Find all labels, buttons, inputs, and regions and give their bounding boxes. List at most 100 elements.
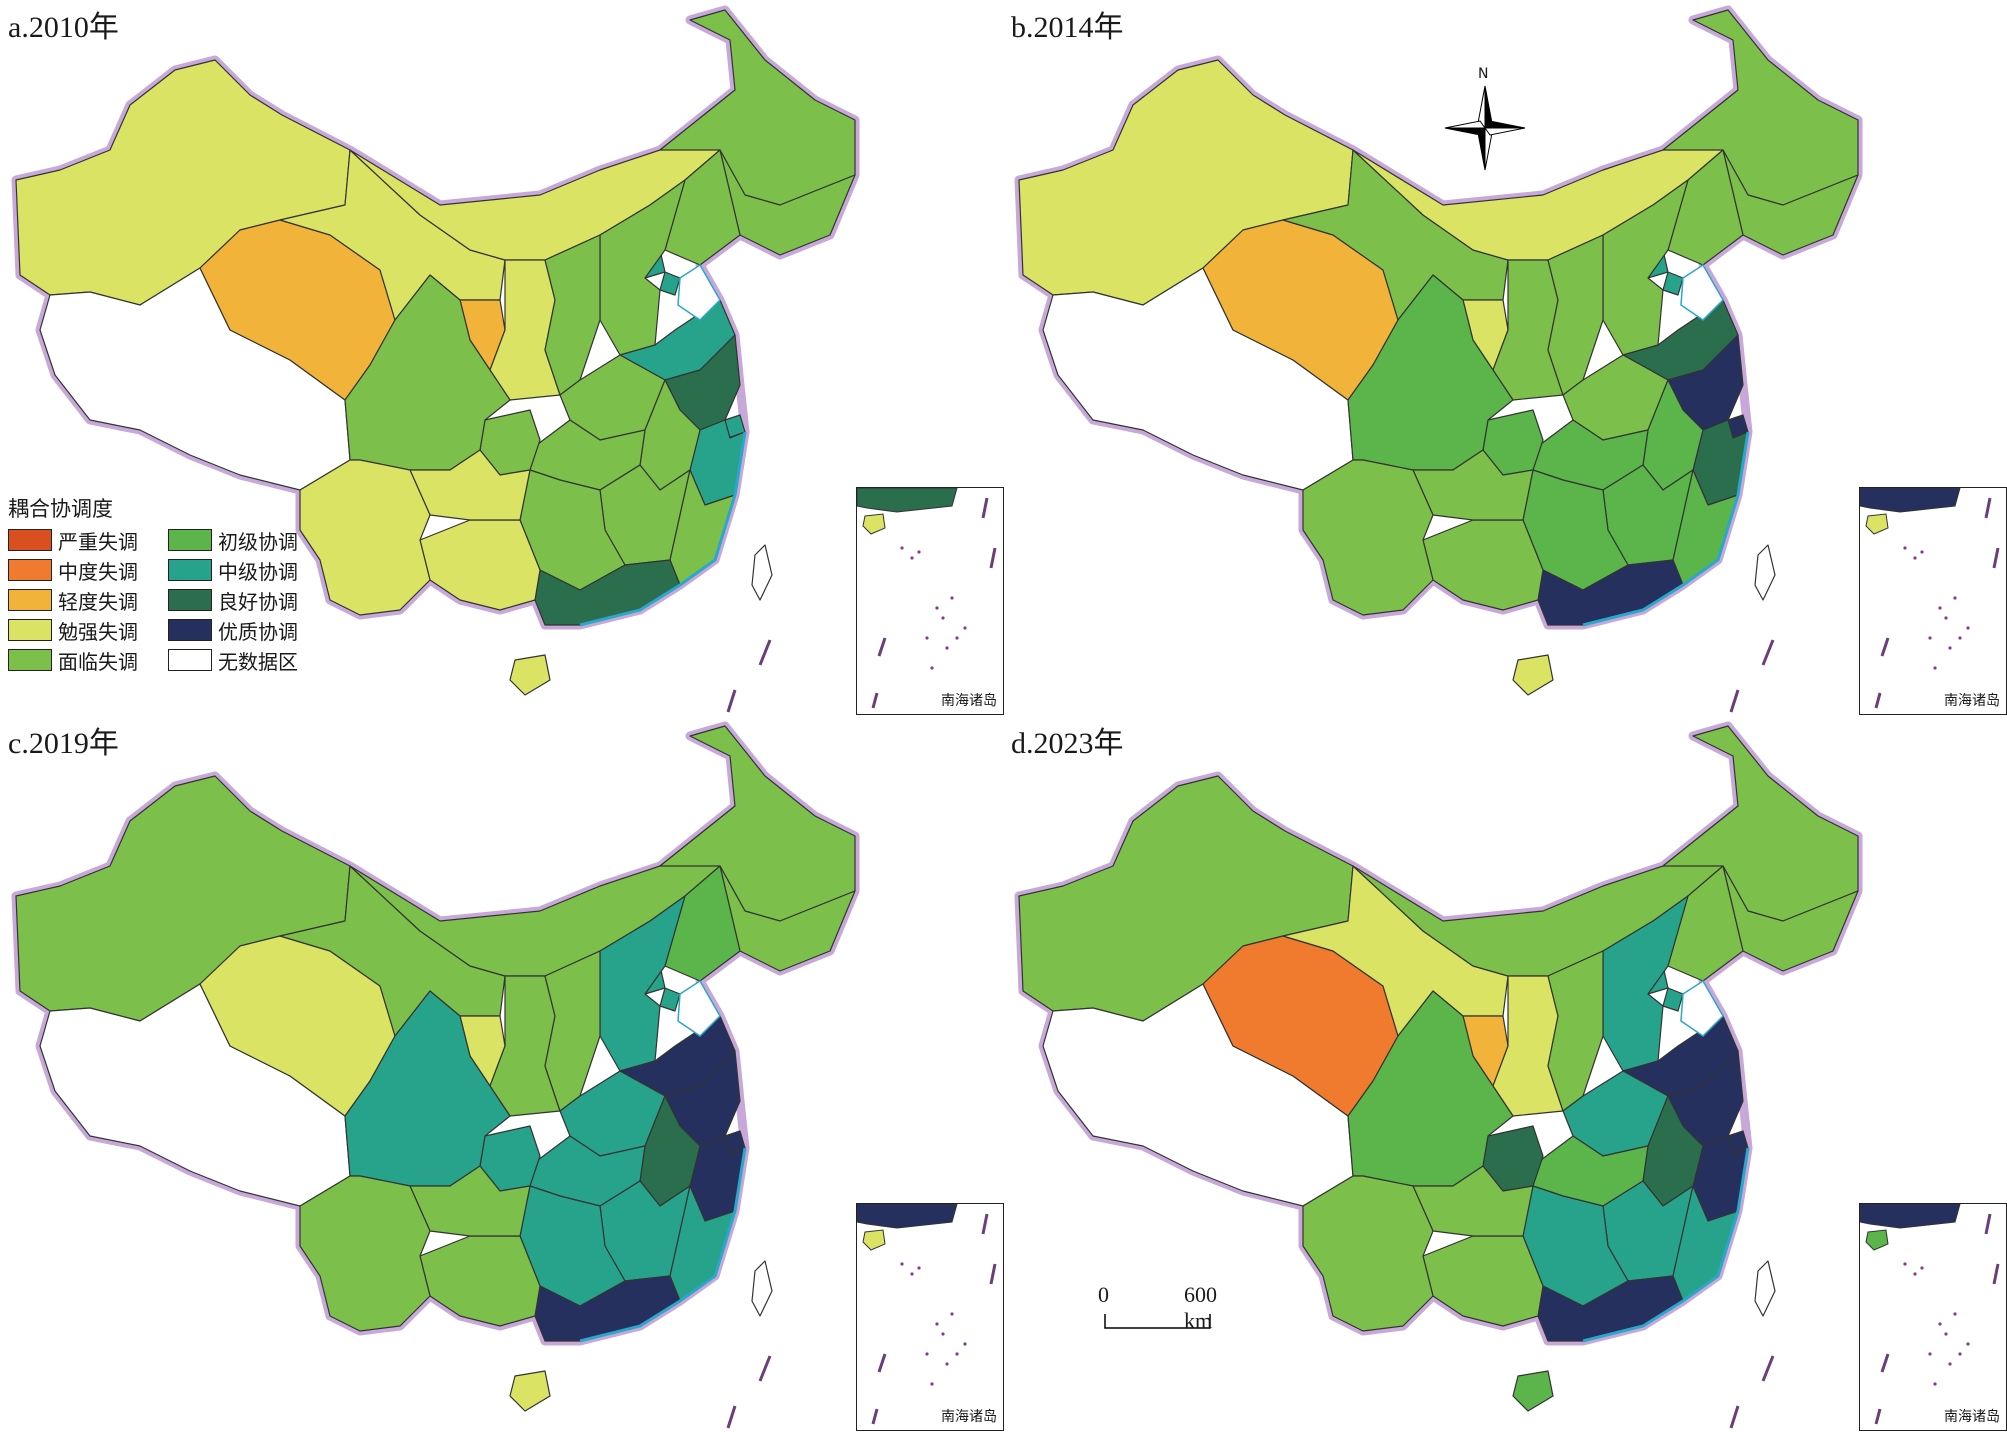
island-dot — [1933, 666, 1937, 670]
island-dot — [925, 636, 929, 640]
inset-boundary-dash — [989, 547, 997, 569]
legend-item-qingdu: 轻度失调 — [8, 587, 168, 614]
island-dot — [930, 666, 934, 670]
province-hb — [1602, 179, 1689, 356]
china-province-map — [11, 721, 860, 1429]
island-dot — [955, 1352, 959, 1356]
province-hi — [1512, 1370, 1554, 1412]
legend-swatch — [8, 559, 52, 581]
province-yn — [299, 1175, 431, 1332]
island-dot — [1920, 550, 1924, 554]
island-dot — [941, 616, 945, 620]
map-panel-3: c.2019年南海诸岛 — [0, 716, 1004, 1432]
legend-swatch — [168, 649, 212, 671]
island-dot — [917, 550, 921, 554]
legend-label: 勉强失调 — [58, 619, 138, 644]
province-tj — [659, 987, 681, 1012]
island-dot — [1953, 1312, 1957, 1316]
china-province-map — [11, 5, 860, 713]
legend-swatch — [8, 619, 52, 641]
province-sx — [1547, 950, 1604, 1112]
province-tj — [1662, 987, 1684, 1012]
island-dot — [955, 636, 959, 640]
scale-bar-line — [1104, 1314, 1211, 1329]
island-dot — [1958, 636, 1962, 640]
province-jl — [719, 865, 856, 972]
coastline — [579, 431, 747, 627]
province-gx — [1422, 519, 1544, 611]
island-dot — [1928, 1352, 1932, 1356]
legend-item-mianqiang: 勉强失调 — [8, 617, 168, 644]
inset-boundary-dash — [1984, 1213, 1992, 1235]
inset-boundary-dash — [1874, 1408, 1882, 1425]
province-hb — [599, 895, 686, 1072]
map-panel-1: a.2010年 南海诸岛 耦合协调度 严重失调 初级协调 中度失调 中级协调 轻度失调 良好协调… — [0, 0, 1004, 716]
inset-boundary-dash — [981, 1213, 989, 1235]
province-yn — [1302, 459, 1434, 616]
island-dot — [910, 1272, 914, 1276]
bohai-sea — [1680, 263, 1724, 321]
island-dot — [963, 1342, 967, 1346]
panel-title: c.2019年 — [8, 727, 119, 760]
bohai-sea — [677, 979, 721, 1037]
island-dot — [1938, 1322, 1942, 1326]
island-dot — [1953, 596, 1957, 600]
inset-boundary-dash — [877, 637, 887, 657]
inset-boundary-dash — [1880, 637, 1890, 657]
legend-swatch — [168, 529, 212, 551]
boundary-dash-1 — [1729, 1405, 1740, 1429]
legend-item-nodata: 无数据区 — [168, 647, 328, 674]
island-dot — [935, 606, 939, 610]
boundary-dash-1 — [1729, 689, 1740, 713]
legend-item-zhongdu: 中度失调 — [8, 557, 168, 584]
island-dot — [963, 626, 967, 630]
legend-label: 轻度失调 — [58, 589, 138, 614]
island-dot — [930, 1382, 934, 1386]
compass-north-label: N — [1478, 66, 1489, 82]
south-china-sea-inset: 南海诸岛 — [1859, 487, 2007, 715]
inset-hainan — [1865, 513, 1889, 535]
province-hi — [509, 1370, 551, 1412]
legend-label: 无数据区 — [218, 649, 298, 674]
boundary-dash-0 — [758, 1355, 772, 1382]
legend-label: 初级协调 — [218, 529, 298, 554]
inset-mainland — [857, 488, 958, 513]
scale-bar: 0 600 km — [1090, 1282, 1250, 1334]
island-dot — [1966, 1342, 1970, 1346]
island-dot — [925, 1352, 929, 1356]
legend-swatch — [168, 619, 212, 641]
inset-boundary-dash — [877, 1353, 887, 1373]
province-hi — [1512, 654, 1554, 696]
compass-point — [1484, 120, 1526, 129]
panel-title: d.2023年 — [1011, 727, 1124, 760]
island-dot — [1944, 1332, 1948, 1336]
north-arrow-icon: N — [1440, 66, 1530, 178]
province-sx — [1547, 234, 1604, 396]
province-gx — [419, 1235, 541, 1327]
coastline — [1582, 1147, 1750, 1343]
island-dot — [1958, 1352, 1962, 1356]
island-dot — [1948, 646, 1952, 650]
inset-hainan — [1865, 1229, 1889, 1251]
inset-boundary-dash — [1984, 497, 1992, 519]
province-jl — [1722, 865, 1859, 972]
boundary-dash-0 — [1761, 1355, 1775, 1382]
scale-zero-label: 0 — [1098, 1282, 1109, 1307]
island-dot — [1913, 1272, 1917, 1276]
china-province-map — [1014, 5, 1863, 713]
panel-title: a.2010年 — [8, 11, 119, 44]
island-dot — [1966, 626, 1970, 630]
legend-swatch — [8, 649, 52, 671]
province-yn — [1302, 1175, 1434, 1332]
inset-mainland — [857, 1204, 958, 1229]
boundary-dash-0 — [1761, 639, 1775, 666]
inset-boundary-dash — [981, 497, 989, 519]
coastline — [1582, 431, 1750, 627]
inset-label: 南海诸岛 — [941, 1409, 997, 1425]
coastline — [579, 1147, 747, 1343]
province-tw — [1754, 1260, 1776, 1317]
province-hb — [1602, 895, 1689, 1072]
inset-label: 南海诸岛 — [941, 693, 997, 709]
legend-item-lianghao: 良好协调 — [168, 587, 328, 614]
legend-label: 面临失调 — [58, 649, 138, 674]
